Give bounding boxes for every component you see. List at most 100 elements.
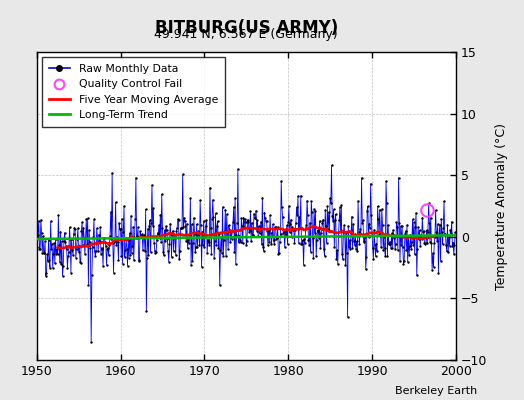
Point [248,232,257,238]
Point [95,238,104,244]
Point [285,203,293,209]
Point [64,253,72,259]
Point [273,235,281,242]
Point [287,216,295,223]
Point [364,203,372,210]
Point [201,233,209,240]
Point [41,272,50,279]
Point [164,248,172,254]
Point [355,228,363,235]
Point [336,204,344,210]
Point [47,218,55,225]
Point [297,192,305,199]
Point [439,241,447,248]
Point [257,241,266,248]
Point [449,239,457,246]
Point [403,222,411,228]
Point [107,236,116,242]
Point [74,248,83,255]
Point [149,205,158,212]
Point [326,200,335,206]
Point [351,242,359,248]
Point [443,248,451,255]
Point [72,246,81,252]
Point [63,265,72,271]
Point [110,270,118,276]
Point [322,240,331,246]
Point [432,229,441,235]
Point [439,224,447,231]
Point [293,212,301,218]
Point [60,230,69,236]
Point [196,197,204,204]
Point [118,260,127,267]
Point [66,224,74,231]
Point [313,237,321,244]
Point [114,239,122,245]
Point [114,257,123,264]
Point [220,237,228,243]
Point [131,216,139,222]
Point [399,261,408,267]
Point [425,220,433,226]
Point [303,212,312,219]
Point [116,226,124,232]
Point [76,258,84,265]
Point [355,240,364,247]
Point [48,241,56,247]
Point [409,242,418,248]
Point [243,238,251,244]
Point [33,244,41,250]
Point [441,230,450,237]
Point [102,262,111,268]
Point [217,250,226,256]
Point [40,249,49,256]
Point [254,233,263,240]
Point [58,273,67,279]
Point [169,228,177,234]
Point [90,216,98,223]
Point [147,220,156,227]
Point [389,232,398,238]
Point [372,253,380,259]
Point [316,245,324,251]
Point [125,230,134,236]
Point [335,217,343,223]
Point [402,246,410,253]
Point [267,230,275,236]
Point [370,227,378,233]
Point [62,243,70,250]
Point [294,193,302,199]
Point [129,224,137,230]
Point [52,251,60,258]
Point [239,214,248,221]
Point [424,200,433,207]
Point [195,242,204,248]
Point [256,226,265,233]
Point [368,232,376,238]
Point [46,264,54,271]
Point [64,248,73,255]
Point [222,253,230,259]
Point [447,230,455,236]
Point [368,245,377,252]
Point [422,227,431,234]
Point [137,232,146,239]
Point [270,241,278,247]
Point [215,231,223,238]
Point [414,224,422,230]
Point [387,230,396,237]
Point [289,227,297,234]
Point [99,263,107,269]
Point [436,258,445,264]
Point [120,203,128,209]
Point [276,231,285,237]
Point [163,236,171,242]
Point [261,215,269,222]
Point [246,208,255,214]
Point [410,219,418,226]
Point [154,230,162,236]
Point [264,242,272,248]
Point [398,222,406,229]
Point [51,260,59,266]
